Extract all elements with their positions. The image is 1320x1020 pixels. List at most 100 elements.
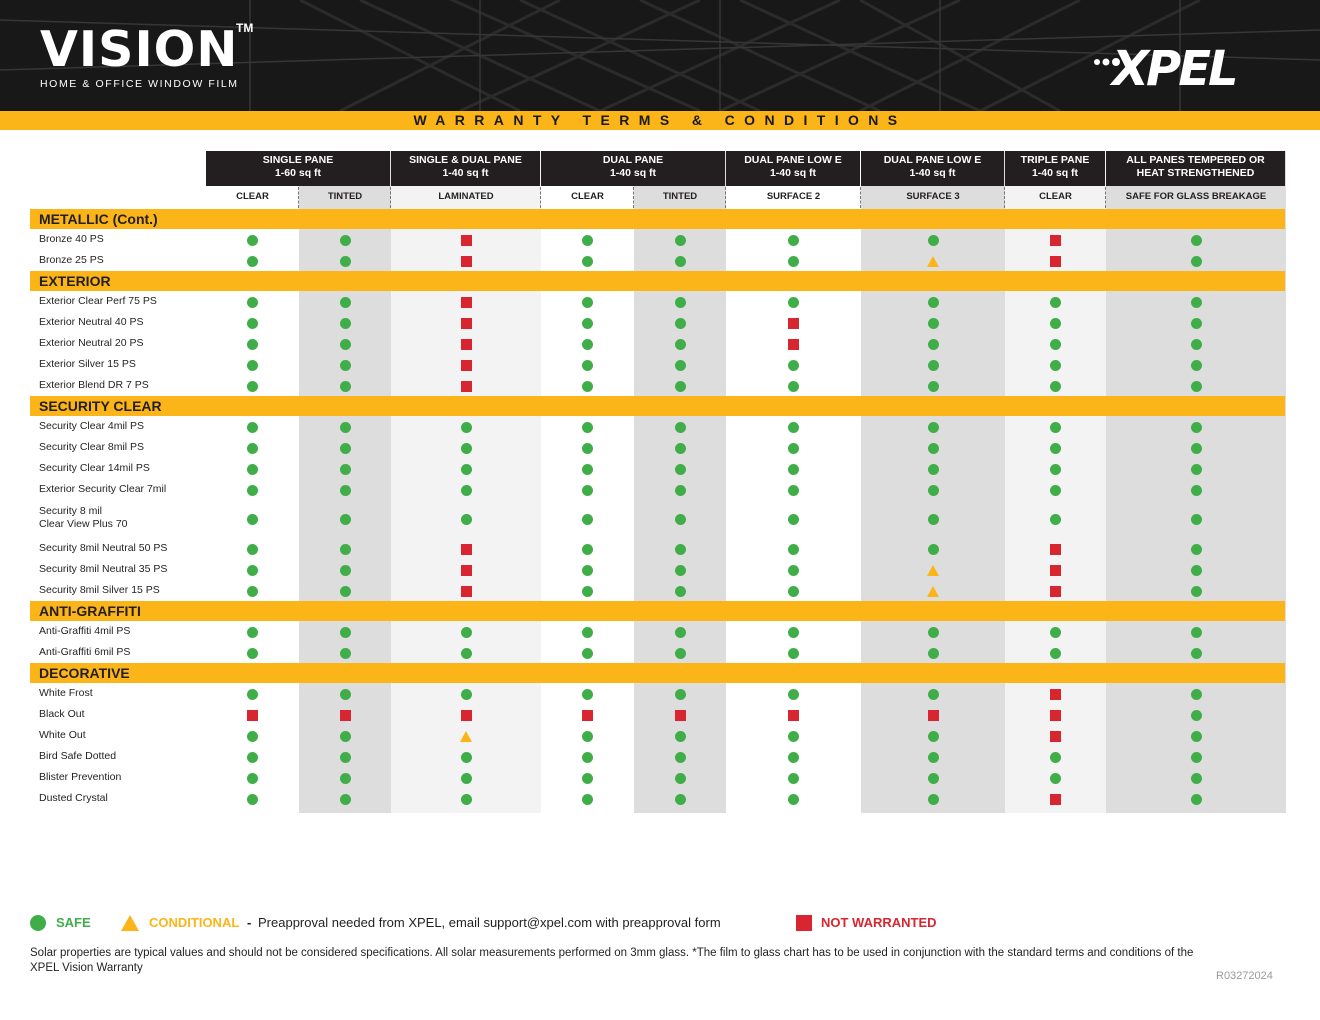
row-label: Bronze 25 PS (39, 254, 104, 266)
table-row: Bird Safe Dotted (0, 746, 1320, 767)
safe-icon (247, 565, 258, 576)
safe-icon (461, 794, 472, 805)
table-row: White Out (0, 725, 1320, 746)
section-title: DECORATIVE (39, 665, 130, 681)
safe-icon (1050, 464, 1061, 475)
table-row: Security 8mil Silver 15 PS (0, 580, 1320, 601)
table-row: Anti-Graffiti 4mil PS (0, 621, 1320, 642)
safe-icon (675, 627, 686, 638)
subheader-divider (390, 187, 391, 208)
safe-icon (928, 235, 939, 246)
safe-icon (340, 422, 351, 433)
not-warranted-icon (788, 339, 799, 350)
safe-icon (1191, 464, 1202, 475)
safe-icon (1050, 627, 1061, 638)
safe-icon (788, 381, 799, 392)
safe-legend-icon (30, 915, 46, 931)
safe-icon (928, 360, 939, 371)
section-band: METALLIC (Cont.) (30, 209, 1285, 229)
safe-icon (1050, 422, 1061, 433)
header-line-2: HEAT STRENGTHENED (1136, 167, 1255, 179)
not-warranted-icon (1050, 256, 1061, 267)
row-label: Security Clear 4mil PS (39, 420, 145, 432)
not-warranted-icon (461, 360, 472, 371)
safe-icon (788, 297, 799, 308)
safe-icon (340, 627, 351, 638)
table-row: Exterior Neutral 40 PS (0, 312, 1320, 333)
row-label: Exterior Security Clear 7mil (39, 483, 167, 495)
safe-icon (788, 731, 799, 742)
conditional-icon (927, 565, 939, 576)
safe-icon (788, 648, 799, 659)
safe-icon (928, 464, 939, 475)
safe-legend-label: SAFE (56, 915, 91, 930)
header-line-2: 1-40 sq ft (609, 167, 657, 179)
safe-icon (675, 731, 686, 742)
row-label: Security 8mil Neutral 35 PS (39, 563, 168, 575)
header-line-1: TRIPLE PANE (1020, 154, 1090, 166)
table-row: Blister Prevention (0, 767, 1320, 788)
safe-icon (1191, 297, 1202, 308)
column-subheader: TINTED (634, 187, 726, 208)
conditional-legend-label: CONDITIONAL (149, 915, 240, 930)
safe-icon (788, 422, 799, 433)
table-row: Bronze 25 PS (0, 250, 1320, 271)
safe-icon (340, 752, 351, 763)
section-title: SECURITY CLEAR (39, 398, 162, 414)
safe-icon (1191, 565, 1202, 576)
safe-icon (928, 627, 939, 638)
safe-icon (788, 565, 799, 576)
safe-icon (247, 381, 258, 392)
xpel-logo: XPEL (1094, 41, 1239, 90)
safe-icon (340, 256, 351, 267)
row-label: Exterior Silver 15 PS (39, 358, 136, 370)
safe-icon (247, 752, 258, 763)
safe-icon (582, 443, 593, 454)
safe-icon (461, 514, 472, 525)
safe-icon (788, 360, 799, 371)
safe-icon (247, 514, 258, 525)
column-subheader: SURFACE 2 (726, 187, 861, 208)
row-label: Black Out (39, 708, 85, 720)
safe-icon (1191, 627, 1202, 638)
row-label: Security 8mil Neutral 50 PS (39, 542, 168, 554)
safe-icon (675, 773, 686, 784)
not-warranted-legend-icon (796, 915, 812, 931)
safe-icon (928, 773, 939, 784)
safe-icon (340, 318, 351, 329)
table-row: Exterior Silver 15 PS (0, 354, 1320, 375)
safe-icon (1191, 422, 1202, 433)
safe-icon (675, 256, 686, 267)
safe-icon (247, 235, 258, 246)
safe-icon (675, 443, 686, 454)
logo-dot-small (1094, 59, 1100, 65)
safe-icon (582, 485, 593, 496)
background-glass-pattern (0, 0, 1320, 111)
safe-icon (340, 514, 351, 525)
safe-icon (1191, 256, 1202, 267)
row-label: Security Clear 14mil PS (39, 462, 150, 474)
not-warranted-icon (247, 710, 258, 721)
safe-icon (1191, 443, 1202, 454)
safe-icon (340, 339, 351, 350)
safe-icon (675, 648, 686, 659)
safe-icon (461, 627, 472, 638)
safe-icon (675, 752, 686, 763)
subheader-divider (1004, 187, 1005, 208)
safe-icon (1050, 297, 1061, 308)
table-row: Security Clear 4mil PS (0, 416, 1320, 437)
row-label: White Frost (39, 687, 93, 699)
column-group-header: ALL PANES TEMPERED OR HEAT STRENGTHENED (1106, 151, 1285, 186)
column-group-header: DUAL PANE 1-40 sq ft (541, 151, 725, 186)
column-subheader: CLEAR (206, 187, 299, 208)
conditional-legend-icon (121, 915, 139, 931)
not-warranted-icon (461, 544, 472, 555)
section-band: EXTERIOR (30, 271, 1285, 291)
safe-icon (582, 464, 593, 475)
safe-icon (247, 689, 258, 700)
safe-icon (340, 443, 351, 454)
safe-icon (675, 464, 686, 475)
safe-icon (928, 381, 939, 392)
safe-icon (340, 360, 351, 371)
not-warranted-icon (788, 318, 799, 329)
